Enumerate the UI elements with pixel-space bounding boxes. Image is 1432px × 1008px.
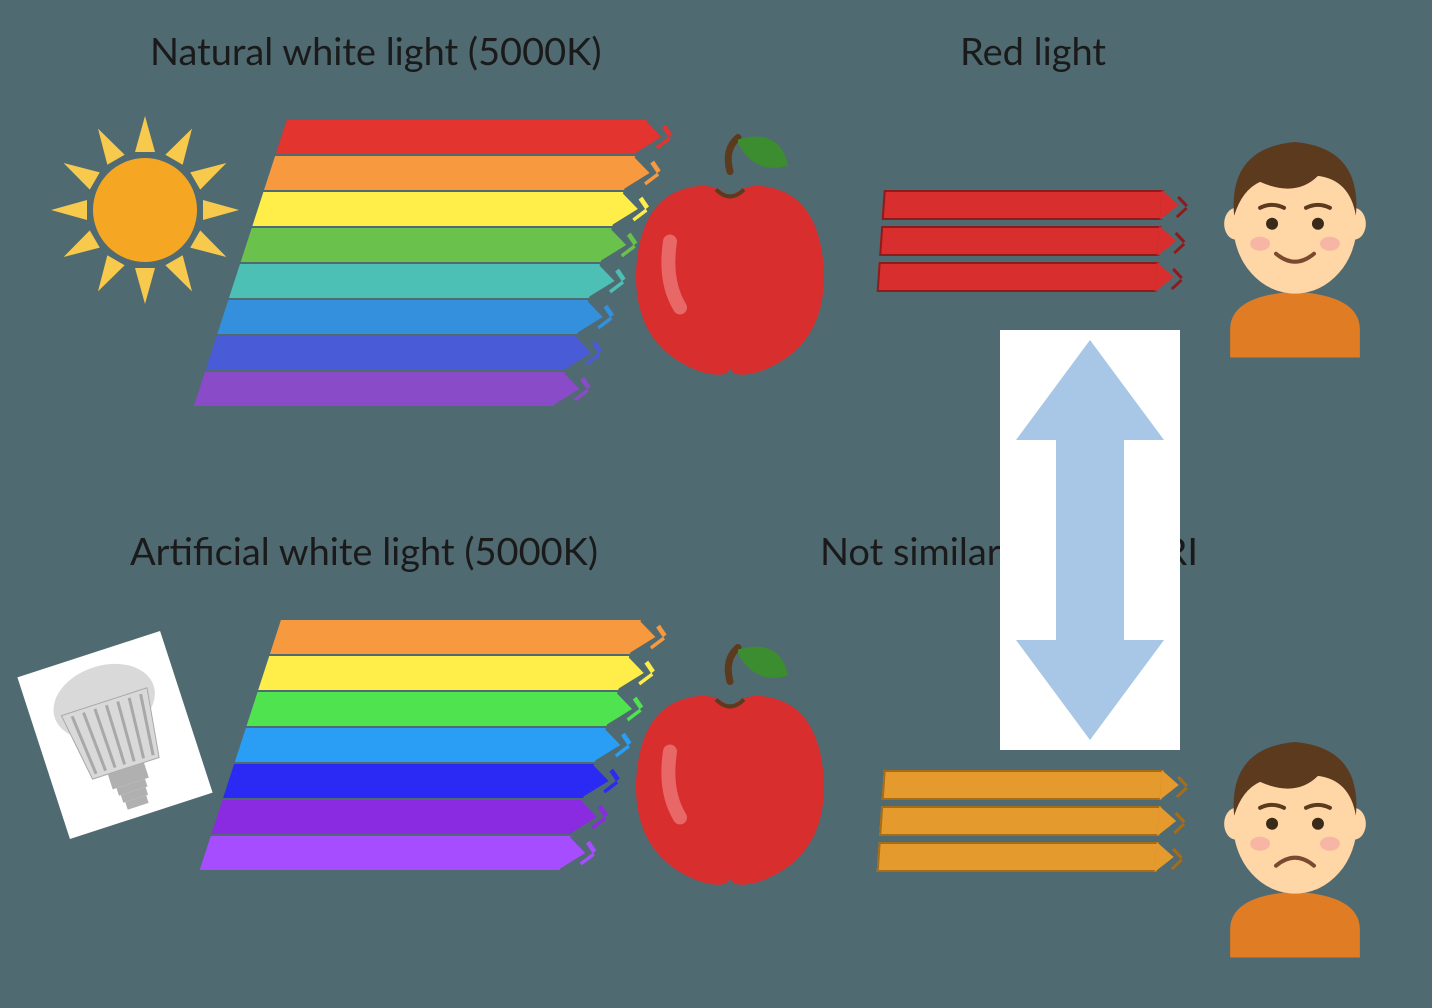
reflected-orange-arrows — [876, 770, 1164, 878]
label-redlight: Red light — [960, 28, 1106, 74]
compare-arrow-box — [1000, 330, 1180, 750]
led-bulb-icon — [5, 618, 225, 851]
label-artificial: Artificial white light (5000K) — [130, 528, 598, 574]
reflected-red-arrows — [876, 190, 1164, 298]
spectrum-natural — [193, 120, 677, 408]
observer-sad-icon — [1200, 720, 1390, 958]
sun-icon — [45, 110, 245, 310]
label-natural: Natural white light (5000K) — [150, 28, 601, 74]
observer-happy-icon — [1200, 120, 1390, 358]
apple-bottom-icon — [620, 640, 840, 893]
apple-top-icon — [620, 130, 840, 383]
spectrum-artificial — [199, 620, 671, 872]
